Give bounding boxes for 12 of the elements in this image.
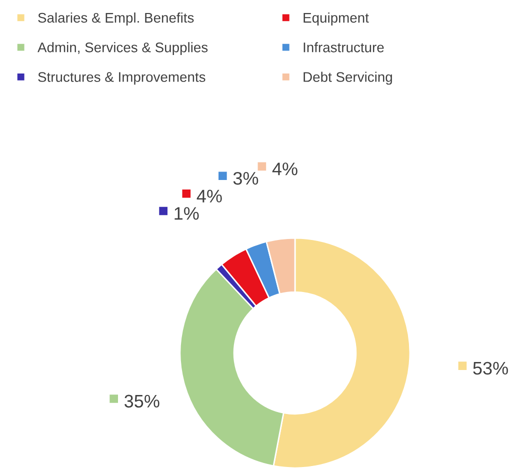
legend-label: Infrastructure — [304, 42, 384, 52]
legend-label: Admin, Services & Supplies — [38, 42, 208, 56]
data-label: 4% — [272, 162, 298, 176]
data-label: 1% — [174, 207, 199, 220]
legend-label: Equipment — [304, 12, 369, 26]
legend-label: Debt Servicing — [304, 72, 392, 85]
data-label: 3% — [233, 172, 258, 185]
data-label: 4% — [196, 190, 222, 202]
legend-label: Salaries & Empl. Benefits — [38, 12, 194, 26]
data-label: 35% — [124, 394, 160, 408]
data-label: 53% — [473, 362, 508, 375]
legend-label: Structures & Improvements — [38, 72, 206, 85]
